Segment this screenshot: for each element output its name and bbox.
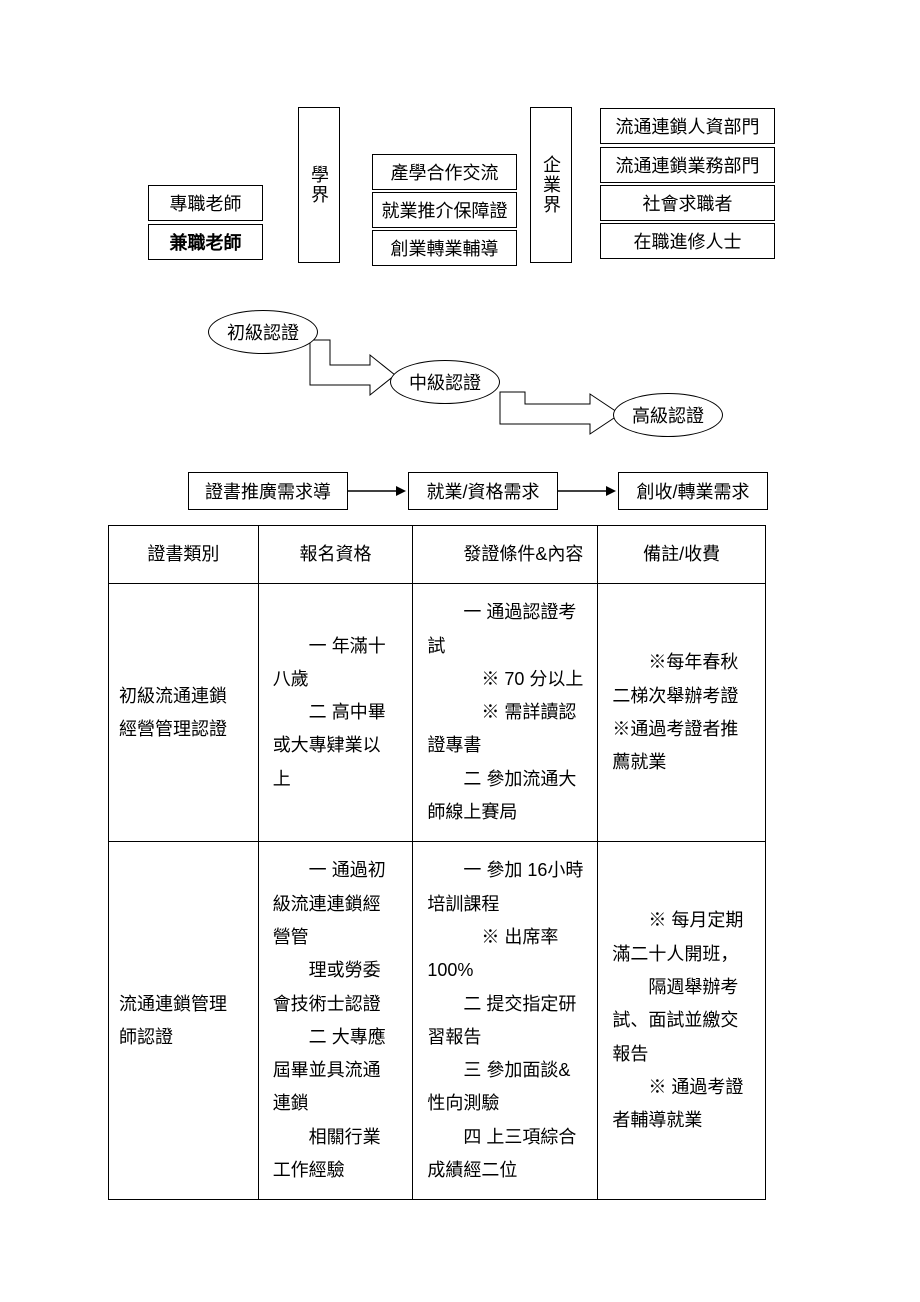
table-header-note: 備註/收費 [598, 526, 766, 584]
table-header-qualification: 報名資格 [258, 526, 413, 584]
cell-r2-condition: 一 參加 16小時培訓課程 ※ 出席率100% 二 提交指定研習報告 三 參加面… [413, 842, 598, 1200]
industry-label: 企業界 [538, 155, 564, 215]
hr-box: 流通連鎖人資部門 [600, 108, 775, 144]
table-row: 初級流通連鎖經營管理認證 一 年滿十八歲 二 高中畢或大專肄業以上 一 通過認證… [109, 584, 766, 842]
employ-label: 就業推介保障證 [382, 197, 508, 223]
hr-label: 流通連鎖人資部門 [616, 113, 760, 139]
cell-r2-note: ※ 每月定期滿二十人開班， 隔週舉辦考試、面試並繳交報告 ※ 通過考證者輔導就業 [598, 842, 766, 1200]
level-advanced-ellipse: 高級認證 [613, 393, 723, 437]
jobseeker-box: 社會求職者 [600, 185, 775, 221]
teacher-parttime-box: 兼職老師 [148, 224, 263, 260]
academia-box: 學界 [298, 107, 340, 263]
certification-table: 證書類別 報名資格 發證條件&內容 備註/收費 初級流通連鎖經營管理認證 一 年… [108, 525, 766, 1200]
arrow-intermediate-to-advanced [495, 392, 625, 442]
demand-a-box: 證書推廣需求導 [188, 472, 348, 510]
arrow-demand-bc [558, 484, 618, 498]
level-intermediate-label: 中級認證 [409, 369, 481, 395]
demand-c-label: 創收/轉業需求 [636, 478, 749, 504]
demand-c-box: 創收/轉業需求 [618, 472, 768, 510]
industry-box: 企業界 [530, 107, 572, 263]
employ-box: 就業推介保障證 [372, 192, 517, 228]
level-beginner-ellipse: 初級認證 [208, 310, 318, 354]
table-row: 流通連鎖管理師認證 一 通過初級流連連鎖經營管 理或勞委會技術士認證 二 大專應… [109, 842, 766, 1200]
level-intermediate-ellipse: 中級認證 [390, 360, 500, 404]
biz-box: 流通連鎖業務部門 [600, 147, 775, 183]
jobseeker-label: 社會求職者 [643, 190, 733, 216]
cell-r2-category: 流通連鎖管理師認證 [109, 842, 259, 1200]
onjob-label: 在職進修人士 [634, 228, 742, 254]
cell-r1-condition: 一 通過認證考試 ※ 70 分以上 ※ 需詳讀認證專書 二 參加流通大師線上賽局 [413, 584, 598, 842]
academia-label: 學界 [306, 165, 332, 205]
onjob-box: 在職進修人士 [600, 223, 775, 259]
level-beginner-label: 初級認證 [227, 319, 299, 345]
cell-r2-qualification: 一 通過初級流連連鎖經營管 理或勞委會技術士認證 二 大專應屆畢並具流通連鎖 相… [258, 842, 413, 1200]
teacher-fulltime-box: 專職老師 [148, 185, 263, 221]
table-header-condition: 發證條件&內容 [413, 526, 598, 584]
coop-box: 產學合作交流 [372, 154, 517, 190]
teacher-parttime-label: 兼職老師 [170, 229, 242, 255]
demand-b-label: 就業/資格需求 [426, 478, 539, 504]
arrow-beginner-to-intermediate [300, 340, 400, 400]
teacher-fulltime-label: 專職老師 [170, 190, 242, 216]
arrow-demand-ab [348, 484, 408, 498]
demand-a-label: 證書推廣需求導 [205, 478, 331, 504]
table-header-category: 證書類別 [109, 526, 259, 584]
cell-r1-category: 初級流通連鎖經營管理認證 [109, 584, 259, 842]
demand-b-box: 就業/資格需求 [408, 472, 558, 510]
coop-label: 產學合作交流 [391, 159, 499, 185]
cell-r1-qualification: 一 年滿十八歲 二 高中畢或大專肄業以上 [258, 584, 413, 842]
startup-box: 創業轉業輔導 [372, 230, 517, 266]
cell-r1-note: ※每年春秋二梯次舉辦考證※通過考證者推薦就業 [598, 584, 766, 842]
level-advanced-label: 高級認證 [632, 402, 704, 428]
startup-label: 創業轉業輔導 [391, 235, 499, 261]
biz-label: 流通連鎖業務部門 [616, 152, 760, 178]
